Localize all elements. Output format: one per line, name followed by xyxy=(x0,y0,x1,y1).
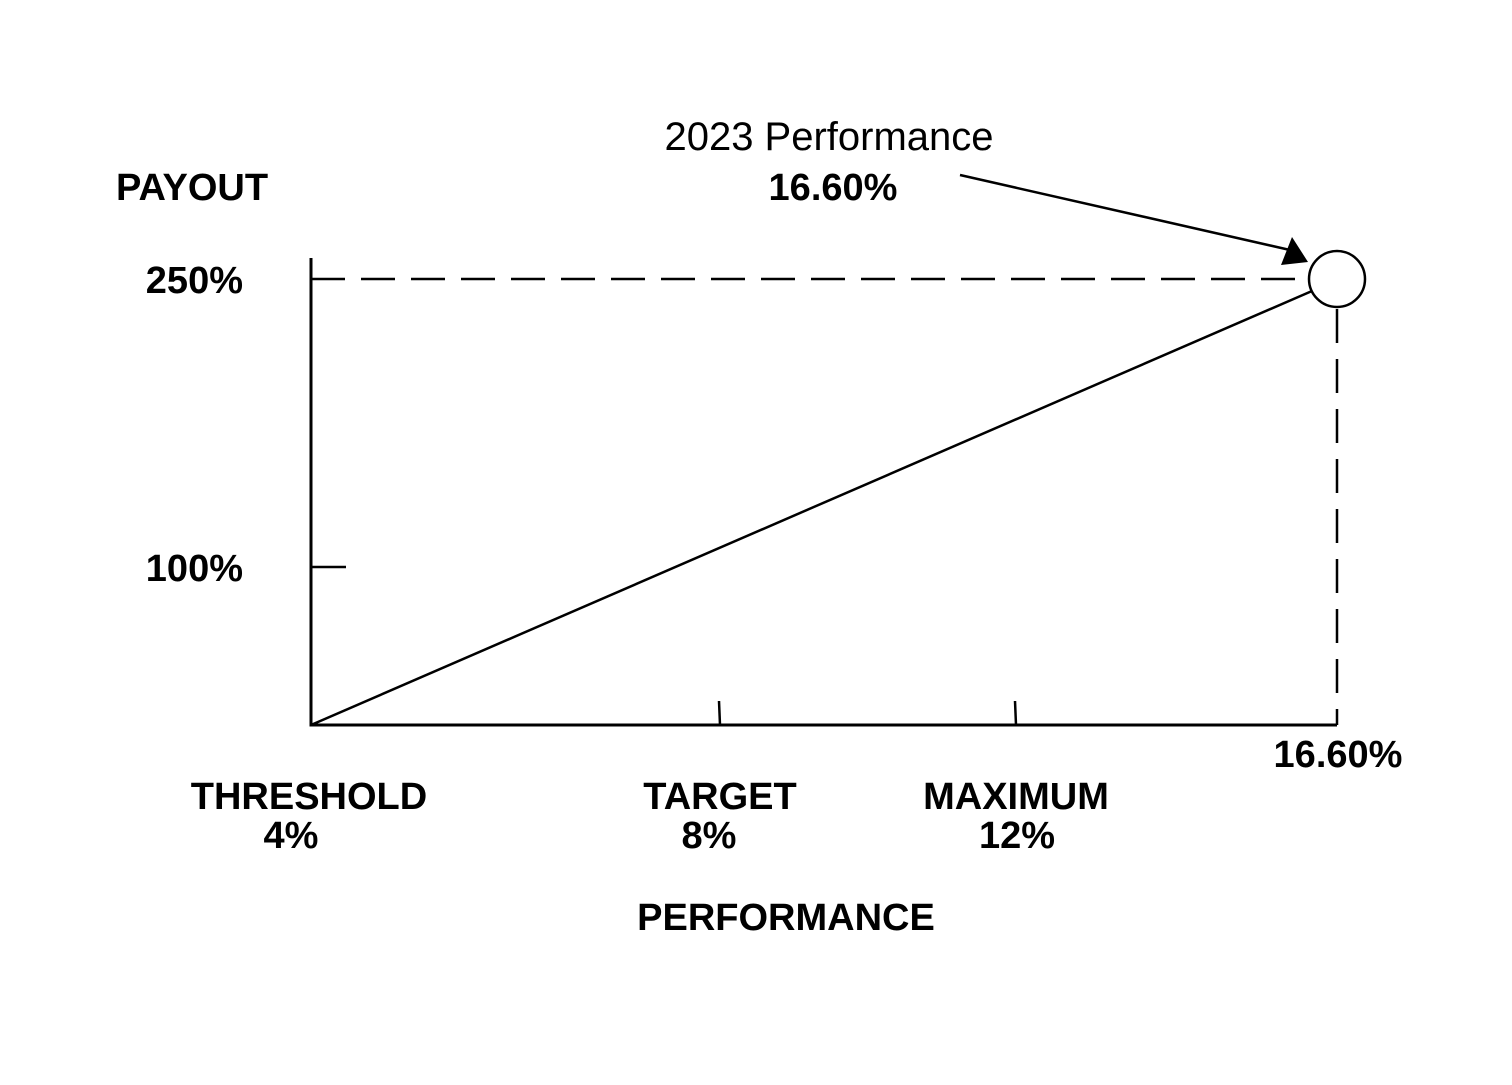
performance-point-marker xyxy=(1307,249,1367,309)
x-tick-value: 4% xyxy=(264,815,319,857)
axes-layer xyxy=(309,258,1337,727)
labels-layer: PAYOUT PERFORMANCE 2023 Performance 16.6… xyxy=(116,115,1402,939)
x-tick-value: 12% xyxy=(979,815,1055,857)
x-axis-title: PERFORMANCE xyxy=(637,897,935,939)
actual-performance-label: 16.60% xyxy=(1274,734,1403,776)
y-tick-label: 250% xyxy=(146,260,243,302)
y-tick-label: 100% xyxy=(146,548,243,590)
guides-layer xyxy=(311,277,1339,725)
x-tick-name: THRESHOLD xyxy=(191,776,427,818)
annotation-arrowhead xyxy=(1281,237,1308,265)
x-tick-name: MAXIMUM xyxy=(923,776,1109,818)
x-tick-value: 8% xyxy=(682,815,737,857)
series-layer xyxy=(310,173,1367,727)
annotation-title: 2023 Performance xyxy=(664,115,993,159)
x-tick-mark xyxy=(1013,700,1018,726)
annotation-arrow-shaft xyxy=(959,173,1291,252)
x-tick-mark xyxy=(717,700,722,726)
annotation-value: 16.60% xyxy=(769,167,898,209)
payout-line xyxy=(310,289,1313,727)
y-axis-title: PAYOUT xyxy=(116,167,268,209)
x-tick-name: TARGET xyxy=(643,776,796,818)
